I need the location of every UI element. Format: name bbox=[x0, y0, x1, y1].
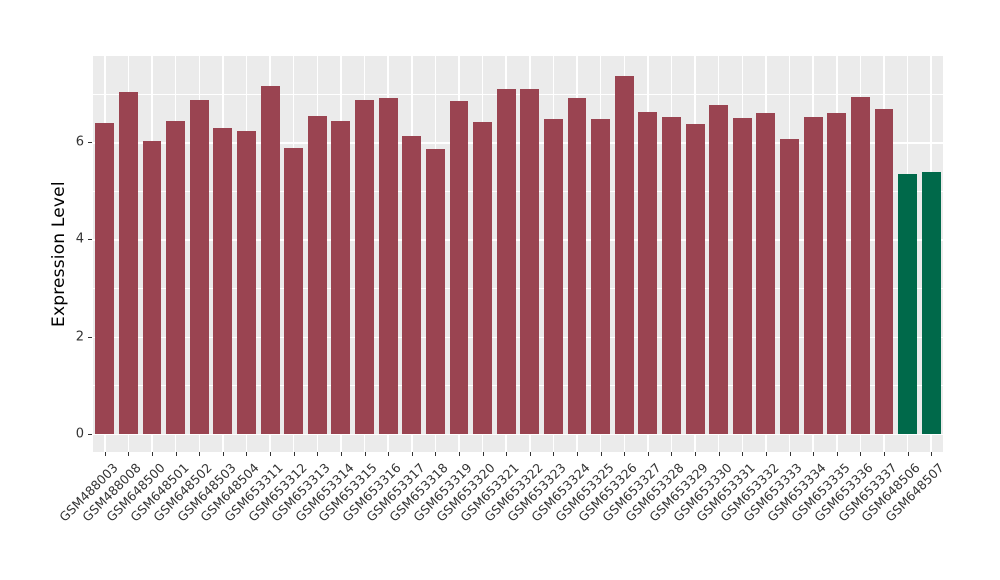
x-tick-mark bbox=[222, 452, 224, 456]
gridline-minor-y1 bbox=[93, 385, 943, 387]
x-tick-mark bbox=[931, 452, 933, 456]
x-tick-mark bbox=[577, 452, 579, 456]
bar-GSM648504 bbox=[237, 131, 256, 434]
y-tick-label-0: 0 bbox=[75, 426, 84, 442]
x-tick-mark bbox=[128, 452, 130, 456]
bar-GSM653319 bbox=[449, 101, 469, 434]
bar-GSM653331 bbox=[732, 118, 752, 434]
x-tick-mark bbox=[695, 452, 697, 456]
x-tick-mark bbox=[104, 452, 106, 456]
x-tick-mark bbox=[671, 452, 673, 456]
bar-GSM653315 bbox=[355, 100, 374, 434]
bar-GSM488008 bbox=[118, 92, 138, 434]
bar-GSM653324 bbox=[567, 98, 587, 434]
x-tick-mark bbox=[836, 452, 838, 456]
x-tick-mark bbox=[293, 452, 295, 456]
y-tick-mark bbox=[88, 142, 92, 144]
gridline-major-y0 bbox=[93, 433, 943, 436]
bar-GSM653333 bbox=[780, 139, 799, 434]
bar-GSM653335 bbox=[827, 112, 847, 434]
x-tick-mark bbox=[270, 452, 272, 456]
bar-GSM648501 bbox=[166, 120, 186, 434]
bar-GSM653334 bbox=[803, 117, 823, 434]
x-tick-mark bbox=[813, 452, 815, 456]
x-tick-mark bbox=[718, 452, 720, 456]
bar-GSM653332 bbox=[756, 113, 776, 434]
bar-GSM488003 bbox=[95, 123, 115, 434]
x-tick-mark bbox=[529, 452, 531, 456]
bar-GSM653330 bbox=[709, 105, 729, 434]
bar-GSM653337 bbox=[874, 108, 894, 434]
y-axis-title: Expression Level bbox=[49, 181, 69, 327]
bar-GSM653312 bbox=[284, 147, 304, 434]
bar-GSM653311 bbox=[260, 85, 280, 434]
x-tick-mark bbox=[765, 452, 767, 456]
x-tick-mark bbox=[435, 452, 437, 456]
x-tick-mark bbox=[317, 452, 319, 456]
x-tick-mark bbox=[860, 452, 862, 456]
x-tick-mark bbox=[340, 452, 342, 456]
bar-GSM648506 bbox=[898, 173, 917, 434]
bar-GSM653318 bbox=[425, 149, 445, 434]
x-tick-mark bbox=[553, 452, 555, 456]
bar-GSM653322 bbox=[520, 89, 540, 434]
bar-GSM653320 bbox=[473, 122, 492, 434]
x-tick-mark bbox=[388, 452, 390, 456]
x-tick-mark bbox=[506, 452, 508, 456]
bar-GSM653313 bbox=[307, 116, 327, 434]
gridline-minor-y5 bbox=[93, 190, 943, 192]
gridline-major-y4 bbox=[93, 239, 943, 241]
gridline-minor-y3 bbox=[93, 287, 943, 289]
bar-GSM653323 bbox=[543, 119, 563, 434]
gridline-major-y6 bbox=[93, 142, 943, 144]
bar-GSM653336 bbox=[850, 97, 870, 434]
y-tick-mark bbox=[88, 336, 92, 338]
x-tick-mark bbox=[624, 452, 626, 456]
x-tick-mark bbox=[246, 452, 248, 456]
x-tick-mark bbox=[199, 452, 201, 456]
x-tick-mark bbox=[600, 452, 602, 456]
bar-GSM648503 bbox=[213, 127, 233, 434]
bar-GSM653317 bbox=[402, 135, 422, 434]
bar-GSM648502 bbox=[189, 100, 209, 434]
x-tick-mark bbox=[482, 452, 484, 456]
x-tick-mark bbox=[458, 452, 460, 456]
plot-panel bbox=[93, 56, 943, 452]
bar-GSM653326 bbox=[614, 76, 634, 434]
bar-GSM653325 bbox=[591, 119, 611, 434]
bar-GSM653329 bbox=[685, 123, 705, 434]
x-tick-mark bbox=[152, 452, 154, 456]
x-tick-mark bbox=[907, 452, 909, 456]
y-tick-label-6: 6 bbox=[75, 134, 84, 150]
y-tick-mark bbox=[88, 239, 92, 241]
bar-GSM653321 bbox=[496, 89, 516, 434]
gridline-minor-y7 bbox=[93, 93, 943, 95]
x-tick-mark bbox=[175, 452, 177, 456]
bar-GSM653314 bbox=[331, 120, 351, 434]
y-tick-label-4: 4 bbox=[75, 231, 84, 247]
x-tick-mark bbox=[647, 452, 649, 456]
x-tick-mark bbox=[883, 452, 885, 456]
bar-GSM648500 bbox=[142, 141, 162, 434]
gridline-major-y2 bbox=[93, 336, 943, 338]
x-tick-mark bbox=[411, 452, 413, 456]
bar-GSM648507 bbox=[921, 171, 941, 434]
y-tick-label-2: 2 bbox=[75, 329, 84, 344]
x-tick-mark bbox=[364, 452, 366, 456]
y-tick-mark bbox=[88, 433, 92, 435]
x-tick-mark bbox=[742, 452, 744, 456]
x-tick-mark bbox=[789, 452, 791, 456]
bar-GSM653316 bbox=[378, 98, 398, 434]
bar-GSM653328 bbox=[662, 117, 681, 434]
bar-GSM653327 bbox=[638, 112, 658, 434]
